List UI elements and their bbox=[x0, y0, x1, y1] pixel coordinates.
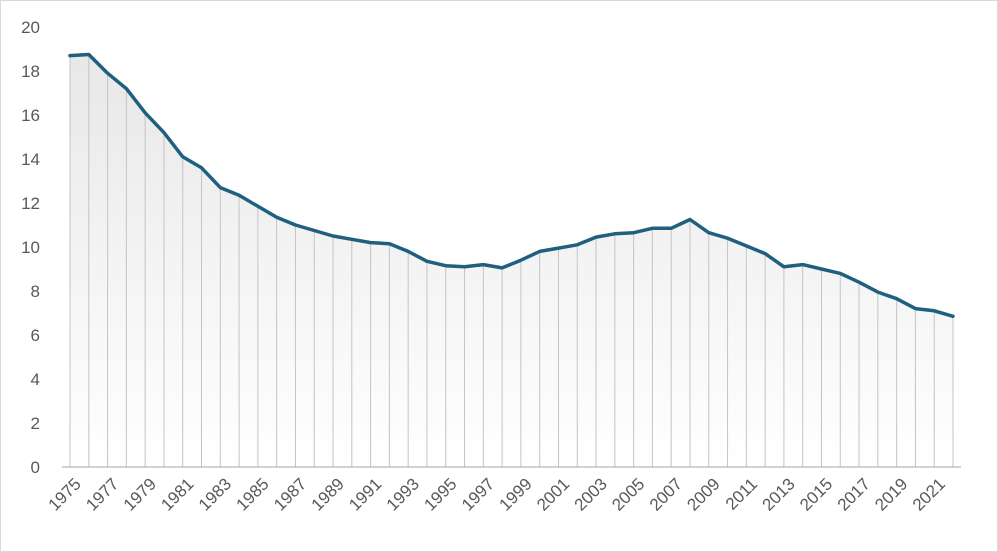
y-tick-label: 14 bbox=[21, 150, 40, 169]
data-point bbox=[952, 315, 954, 317]
x-tick-label: 1981 bbox=[157, 474, 197, 514]
y-tick-label: 0 bbox=[31, 458, 40, 477]
x-tick-label: 1995 bbox=[420, 474, 460, 514]
data-point bbox=[576, 244, 578, 246]
data-point bbox=[802, 264, 804, 266]
data-point bbox=[257, 205, 259, 207]
x-tick-label: 2005 bbox=[608, 474, 648, 514]
x-tick-label: 2001 bbox=[533, 474, 573, 514]
data-point bbox=[877, 291, 879, 293]
x-tick-label: 1977 bbox=[82, 474, 122, 514]
data-point bbox=[107, 72, 109, 74]
data-point bbox=[783, 266, 785, 268]
data-point bbox=[670, 227, 672, 229]
area-fill bbox=[70, 54, 953, 467]
y-tick-label: 12 bbox=[21, 194, 40, 213]
data-point bbox=[332, 235, 334, 237]
data-point bbox=[464, 266, 466, 268]
y-tick-label: 16 bbox=[21, 106, 40, 125]
x-tick-label: 1987 bbox=[270, 474, 310, 514]
x-tick-label: 2003 bbox=[571, 474, 611, 514]
data-point bbox=[820, 268, 822, 270]
data-point bbox=[163, 132, 165, 134]
y-axis-ticks: 0 2 4 6 8 10 12 14 16 18 20 bbox=[21, 18, 40, 477]
x-tick-label: 2013 bbox=[759, 474, 799, 514]
x-tick-label: 1991 bbox=[345, 474, 385, 514]
y-tick-label: 20 bbox=[21, 18, 40, 37]
data-point bbox=[125, 88, 127, 90]
data-point bbox=[276, 216, 278, 218]
data-point bbox=[445, 265, 447, 267]
x-tick-label: 1985 bbox=[233, 474, 273, 514]
x-tick-label: 2015 bbox=[796, 474, 836, 514]
x-tick-label: 1975 bbox=[45, 474, 85, 514]
y-tick-label: 4 bbox=[31, 370, 40, 389]
data-point bbox=[520, 259, 522, 261]
data-point bbox=[294, 224, 296, 226]
data-point bbox=[557, 247, 559, 249]
y-tick-label: 18 bbox=[21, 62, 40, 81]
data-point bbox=[896, 298, 898, 300]
data-point bbox=[727, 237, 729, 239]
x-tick-label: 2009 bbox=[683, 474, 723, 514]
x-tick-label: 1989 bbox=[308, 474, 348, 514]
data-point bbox=[201, 167, 203, 169]
data-point bbox=[351, 238, 353, 240]
data-point bbox=[614, 233, 616, 235]
data-point bbox=[388, 243, 390, 245]
data-point bbox=[633, 232, 635, 234]
series-layer bbox=[68, 52, 955, 319]
area-layer bbox=[70, 54, 953, 467]
data-point bbox=[482, 264, 484, 266]
x-tick-label: 1979 bbox=[120, 474, 160, 514]
data-point bbox=[88, 54, 90, 55]
drop-lines bbox=[69, 54, 954, 467]
y-tick-label: 6 bbox=[31, 326, 40, 345]
y-tick-label: 2 bbox=[31, 414, 40, 433]
x-tick-label: 1997 bbox=[458, 474, 498, 514]
x-tick-label: 2019 bbox=[871, 474, 911, 514]
x-tick-label: 2017 bbox=[834, 474, 874, 514]
data-point bbox=[313, 230, 315, 231]
series-line bbox=[68, 52, 955, 319]
x-tick-label: 2007 bbox=[646, 474, 686, 514]
data-point bbox=[914, 308, 916, 310]
data-point bbox=[407, 250, 409, 252]
data-point bbox=[689, 219, 691, 220]
data-point bbox=[238, 194, 240, 196]
data-point bbox=[144, 112, 146, 114]
data-point bbox=[370, 242, 372, 244]
x-tick-label: 1983 bbox=[195, 474, 235, 514]
data-point bbox=[426, 260, 428, 262]
data-point bbox=[501, 267, 503, 269]
data-point bbox=[651, 227, 653, 229]
data-point bbox=[933, 310, 935, 312]
data-point bbox=[858, 281, 860, 283]
y-tick-label: 10 bbox=[21, 238, 40, 257]
data-point bbox=[219, 187, 221, 189]
data-point bbox=[839, 272, 841, 274]
x-tick-label: 2021 bbox=[909, 474, 949, 514]
data-point bbox=[764, 253, 766, 255]
y-tick-label: 8 bbox=[31, 282, 40, 301]
data-point bbox=[708, 232, 710, 234]
x-axis-ticks: 1975197719791981198319851987198919911993… bbox=[45, 474, 949, 514]
data-point bbox=[539, 250, 541, 252]
data-point bbox=[745, 245, 747, 247]
x-tick-label: 2011 bbox=[722, 474, 761, 513]
data-point bbox=[69, 55, 71, 57]
x-tick-label: 1999 bbox=[496, 474, 536, 514]
data-point bbox=[182, 156, 184, 158]
x-tick-label: 1993 bbox=[383, 474, 423, 514]
data-point bbox=[595, 236, 597, 238]
